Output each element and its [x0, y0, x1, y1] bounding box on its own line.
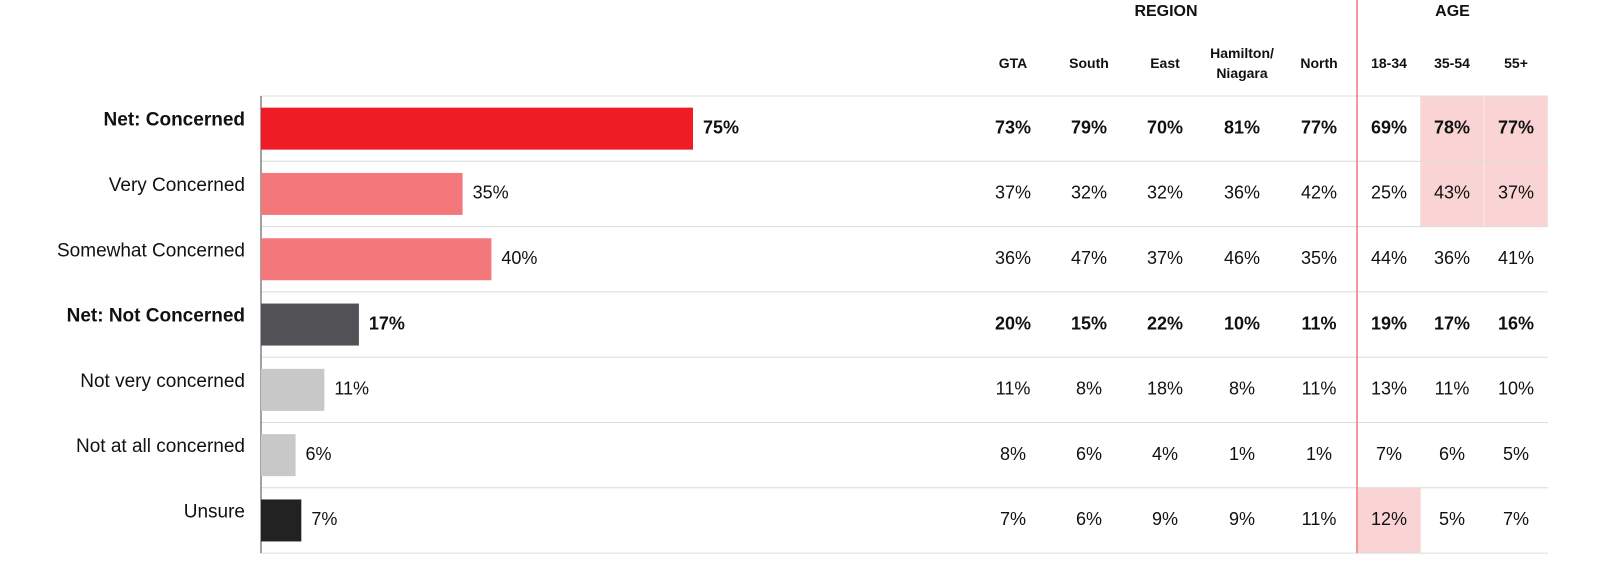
value-label: 11%: [334, 379, 369, 399]
table-cell: 7%: [1503, 509, 1529, 529]
table-cell: 8%: [1076, 379, 1102, 399]
table-cell: 36%: [995, 248, 1031, 268]
column-header: North: [1300, 55, 1338, 71]
table-cell: 4%: [1152, 444, 1178, 464]
cell-highlight: [1357, 487, 1421, 554]
column-header: South: [1069, 55, 1109, 71]
table-cell: 41%: [1498, 248, 1534, 268]
category-label: Unsure: [184, 501, 245, 522]
table-cell: 44%: [1371, 248, 1407, 268]
table-cell: 16%: [1498, 313, 1534, 333]
table-cell: 12%: [1371, 509, 1407, 529]
column-header: East: [1150, 55, 1180, 71]
column-header: 18-34: [1371, 55, 1407, 71]
table-cell: 11%: [996, 379, 1031, 399]
table-cell: 11%: [1301, 313, 1336, 333]
category-label: Very Concerned: [109, 175, 245, 196]
column-header: 55+: [1504, 55, 1528, 71]
category-label: Somewhat Concerned: [57, 240, 245, 261]
table-cell: 73%: [995, 117, 1031, 137]
table-cell: 32%: [1071, 183, 1107, 203]
value-label: 75%: [703, 117, 739, 137]
table-cell: 78%: [1434, 117, 1470, 137]
column-header: GTA: [998, 55, 1028, 71]
group-header: AGE: [1435, 3, 1470, 20]
table-cell: 17%: [1434, 313, 1470, 333]
table-cell: 18%: [1147, 379, 1183, 399]
table-cell: 77%: [1301, 117, 1337, 137]
column-header: 35-54: [1434, 55, 1470, 71]
value-label: 35%: [473, 183, 509, 203]
category-label: Net: Not Concerned: [67, 306, 245, 327]
table-cell: 8%: [1229, 379, 1255, 399]
cell-highlight: [1484, 96, 1548, 162]
table-cell: 81%: [1224, 117, 1260, 137]
table-cell: 10%: [1224, 313, 1260, 333]
table-cell: 20%: [995, 313, 1031, 333]
table-cell: 37%: [1498, 183, 1534, 203]
bar: [261, 434, 296, 477]
cell-highlight: [1420, 96, 1484, 162]
table-cell: 70%: [1147, 117, 1183, 137]
table-cell: 32%: [1147, 183, 1183, 203]
table-cell: 6%: [1076, 509, 1102, 529]
cell-highlight: [1420, 161, 1484, 227]
table-cell: 1%: [1306, 444, 1332, 464]
table-cell: 35%: [1301, 248, 1337, 268]
value-label: 40%: [501, 248, 537, 268]
bar: [261, 107, 693, 150]
table-cell: 7%: [1376, 444, 1402, 464]
table-cell: 1%: [1229, 444, 1255, 464]
table-cell: 19%: [1371, 313, 1407, 333]
table-cell: 36%: [1434, 248, 1470, 268]
category-label: Not at all concerned: [76, 436, 245, 457]
category-label: Net: Concerned: [104, 110, 245, 131]
table-cell: 11%: [1302, 509, 1337, 529]
table-cell: 6%: [1076, 444, 1102, 464]
table-cell: 43%: [1434, 183, 1470, 203]
table-cell: 69%: [1371, 117, 1407, 137]
category-label: Not very concerned: [80, 371, 245, 392]
table-cell: 6%: [1439, 444, 1465, 464]
value-label: 7%: [311, 509, 337, 529]
table-cell: 37%: [1147, 248, 1183, 268]
table-cell: 79%: [1071, 117, 1107, 137]
bar: [261, 303, 359, 346]
table-cell: 46%: [1224, 248, 1260, 268]
bar: [261, 238, 492, 281]
table-cell: 22%: [1147, 313, 1183, 333]
table-cell: 37%: [995, 183, 1031, 203]
table-cell: 15%: [1071, 313, 1107, 333]
cell-highlight: [1484, 161, 1548, 227]
group-header: REGION: [1134, 3, 1198, 20]
table-cell: 9%: [1152, 509, 1178, 529]
table-cell: 25%: [1371, 183, 1407, 203]
table-cell: 77%: [1498, 117, 1534, 137]
value-label: 6%: [306, 444, 332, 464]
value-label: 17%: [369, 313, 405, 333]
table-cell: 7%: [1000, 509, 1026, 529]
table-cell: 9%: [1229, 509, 1255, 529]
table-cell: 11%: [1435, 379, 1470, 399]
table-cell: 13%: [1371, 379, 1407, 399]
bar: [261, 368, 325, 411]
table-cell: 42%: [1301, 183, 1337, 203]
table-cell: 47%: [1071, 248, 1107, 268]
table-cell: 11%: [1302, 379, 1337, 399]
bar: [261, 172, 463, 215]
table-cell: 10%: [1498, 379, 1534, 399]
table-cell: 5%: [1439, 509, 1465, 529]
column-header: Hamilton/ Niagara: [1210, 45, 1274, 81]
table-cell: 36%: [1224, 183, 1260, 203]
bar: [261, 499, 302, 542]
table-cell: 5%: [1503, 444, 1529, 464]
table-cell: 8%: [1000, 444, 1026, 464]
